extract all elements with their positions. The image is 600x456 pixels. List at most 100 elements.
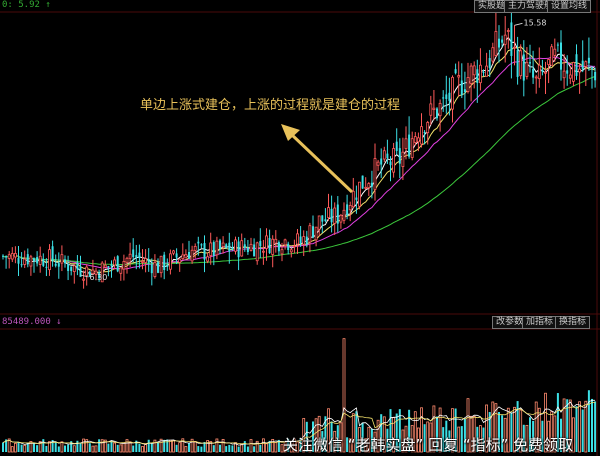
candlesticks — [2, 7, 597, 289]
candle-body — [178, 258, 182, 263]
volume-bar — [333, 430, 337, 453]
volume-bar — [445, 420, 448, 452]
volume-bar — [45, 445, 48, 452]
candle-body — [163, 254, 166, 270]
candle-body — [321, 215, 324, 222]
volume-bar — [336, 425, 339, 452]
volume-bar — [100, 439, 104, 453]
volume-bar — [568, 399, 572, 453]
candle-body — [221, 242, 225, 248]
candle-body — [457, 75, 461, 78]
volume-bar — [113, 442, 116, 453]
candle-body — [292, 245, 296, 248]
candle-body — [98, 272, 101, 279]
candle-body — [125, 257, 129, 263]
candle-body — [516, 50, 519, 77]
volume-bar — [219, 444, 221, 452]
candle-body — [45, 266, 48, 268]
high-marker-label: 15.58 — [524, 18, 547, 27]
candle-body — [534, 76, 538, 79]
volume-bar — [594, 401, 597, 452]
volume-bar — [246, 446, 249, 452]
volume-bar — [296, 441, 299, 453]
candle-body — [398, 148, 401, 164]
volume-bar — [200, 446, 203, 452]
candle-body — [547, 59, 550, 65]
candle-body — [261, 250, 265, 253]
candle-body — [33, 258, 35, 261]
volume-bar — [432, 405, 436, 453]
candle-body — [317, 215, 321, 230]
volume-bar — [255, 440, 259, 453]
volume-bar — [423, 424, 426, 452]
btn-ma-settings[interactable]: 设置均线 — [547, 0, 592, 13]
volume-bar — [510, 412, 513, 452]
candle-body — [594, 71, 597, 81]
candle-body — [376, 161, 380, 166]
candle-body — [494, 31, 498, 56]
candle-body — [478, 64, 482, 84]
volume-bar — [398, 409, 401, 452]
volume-bar — [249, 439, 253, 453]
volume-bar — [94, 445, 98, 453]
candle-body — [556, 44, 559, 46]
candle-body — [584, 61, 588, 67]
candle-body — [29, 256, 33, 267]
candle-body — [351, 190, 355, 208]
volume-bar — [57, 446, 60, 452]
candle-body — [420, 126, 423, 145]
candle-body — [119, 267, 123, 274]
volume-bars — [2, 338, 597, 453]
candle-body — [544, 71, 547, 74]
candle-body — [10, 253, 14, 260]
btn-switch-indicator[interactable]: 换指标 — [555, 316, 591, 329]
candle-body — [234, 239, 237, 252]
candle-body — [312, 226, 314, 238]
candle-body — [445, 94, 448, 99]
candle-body — [42, 259, 45, 266]
moving-average-lines — [2, 36, 596, 275]
volume-bar — [26, 442, 29, 452]
volume-bar — [85, 439, 89, 453]
volume-bar — [181, 438, 185, 453]
volume-bar — [534, 401, 538, 453]
volume-bar — [280, 444, 284, 453]
volume-bar — [321, 431, 324, 452]
candle-body — [413, 136, 417, 143]
candle-body — [408, 134, 411, 157]
volume-bar — [132, 445, 135, 452]
candle-body — [253, 244, 256, 257]
volume-bar — [317, 415, 321, 453]
candle-body — [26, 254, 29, 265]
candle-body — [228, 242, 231, 252]
candle-body — [231, 247, 234, 250]
candle-body — [159, 255, 163, 274]
candle-body — [448, 92, 451, 101]
arrow-shaft — [289, 132, 354, 194]
volume-bar — [82, 438, 85, 453]
volume-bar — [259, 445, 262, 452]
volume-bar — [370, 428, 373, 452]
candle-body — [587, 57, 590, 64]
candle-body — [268, 237, 271, 254]
volume-bar — [70, 441, 73, 452]
high-marker-line — [514, 22, 523, 26]
volume-bar — [261, 438, 265, 453]
candle-body — [64, 259, 66, 264]
volume-bar — [54, 441, 57, 452]
btn-main-force[interactable]: 主力驾驶舱 — [504, 0, 558, 13]
candle-body — [568, 74, 572, 79]
candle-body — [525, 61, 529, 77]
candle-body — [416, 137, 420, 143]
candle-body — [339, 214, 343, 223]
candle-body — [209, 242, 213, 256]
volume-bar — [289, 442, 293, 453]
candle-body — [7, 254, 11, 259]
volume-bar — [29, 441, 33, 453]
btn-add-indicator[interactable]: 加指标 — [522, 316, 558, 329]
candle-body — [438, 102, 442, 117]
volume-bar — [529, 417, 531, 452]
volume-bar — [265, 443, 268, 453]
candle-body — [5, 256, 8, 258]
